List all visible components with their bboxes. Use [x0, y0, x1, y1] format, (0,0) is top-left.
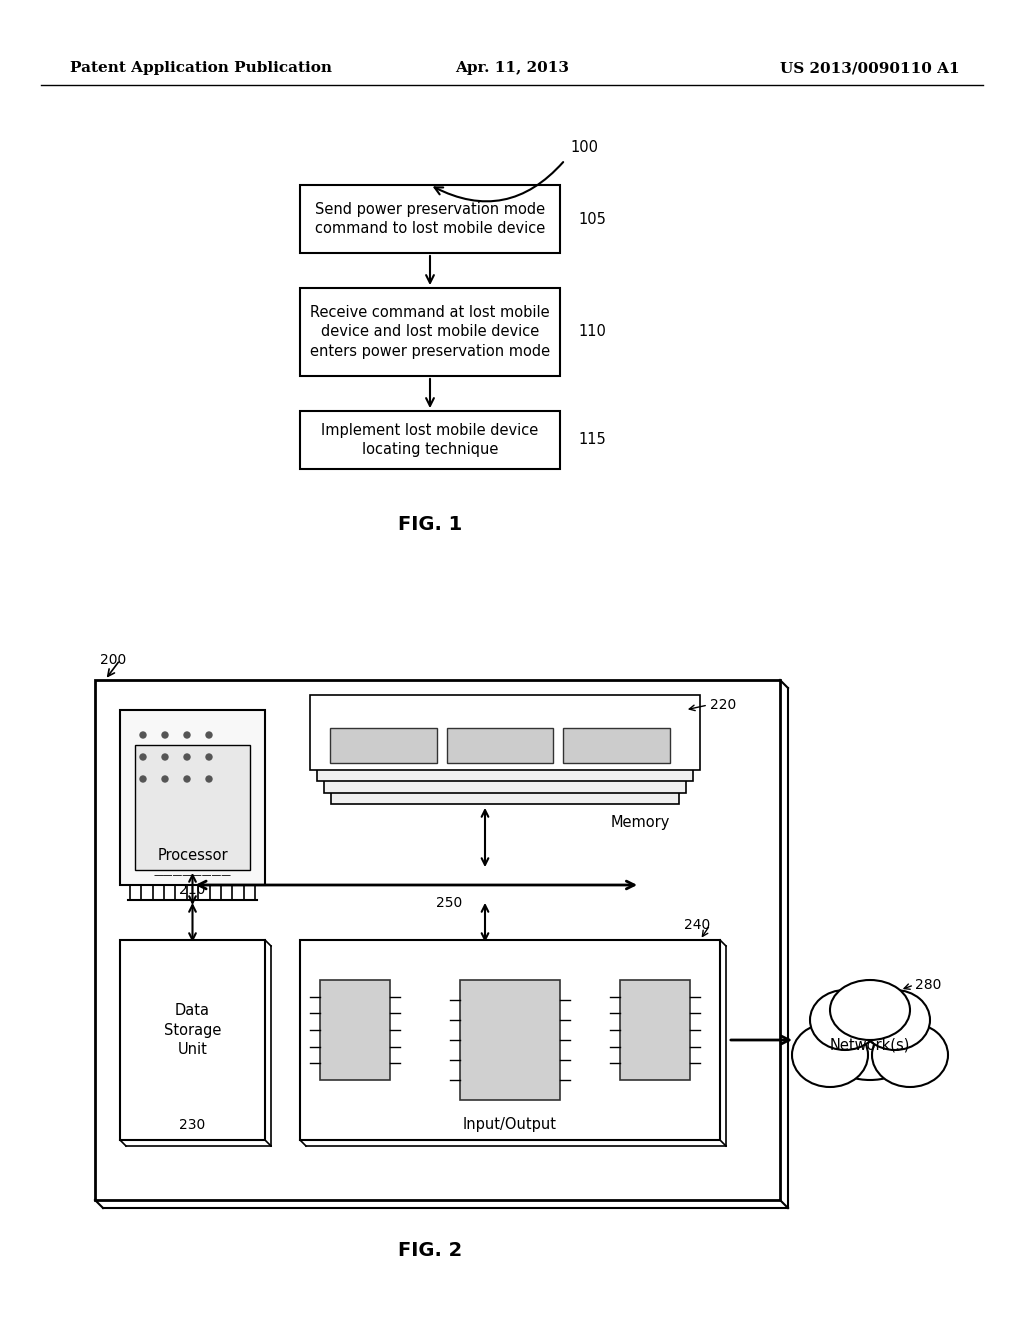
- Text: 220: 220: [710, 698, 736, 711]
- Text: Processor: Processor: [158, 847, 227, 862]
- Circle shape: [162, 733, 168, 738]
- Text: Send power preservation mode
command to lost mobile device: Send power preservation mode command to …: [314, 202, 545, 236]
- FancyBboxPatch shape: [120, 710, 265, 884]
- Text: 115: 115: [578, 433, 606, 447]
- Ellipse shape: [860, 990, 930, 1049]
- Text: Receive command at lost mobile
device and lost mobile device
enters power preser: Receive command at lost mobile device an…: [310, 305, 550, 359]
- Circle shape: [162, 776, 168, 781]
- FancyBboxPatch shape: [324, 718, 686, 792]
- Ellipse shape: [830, 979, 910, 1040]
- Text: ————————: ————————: [154, 870, 231, 880]
- Text: Apr. 11, 2013: Apr. 11, 2013: [455, 61, 569, 75]
- Text: 105: 105: [578, 211, 606, 227]
- Text: FIG. 1: FIG. 1: [398, 515, 462, 533]
- Text: 110: 110: [578, 325, 606, 339]
- FancyBboxPatch shape: [563, 729, 670, 763]
- Ellipse shape: [810, 990, 880, 1049]
- Text: Network(s): Network(s): [829, 1038, 910, 1052]
- Text: 210: 210: [179, 883, 206, 898]
- FancyBboxPatch shape: [310, 696, 700, 770]
- Text: Patent Application Publication: Patent Application Publication: [70, 61, 332, 75]
- Circle shape: [184, 754, 190, 760]
- Ellipse shape: [792, 1023, 868, 1086]
- FancyBboxPatch shape: [300, 288, 560, 376]
- FancyBboxPatch shape: [317, 706, 693, 781]
- Circle shape: [140, 776, 146, 781]
- Text: 240: 240: [684, 917, 710, 932]
- FancyBboxPatch shape: [300, 411, 560, 469]
- Ellipse shape: [872, 1023, 948, 1086]
- Text: FIG. 2: FIG. 2: [398, 1241, 462, 1259]
- Circle shape: [162, 754, 168, 760]
- Circle shape: [206, 754, 212, 760]
- Circle shape: [184, 776, 190, 781]
- FancyBboxPatch shape: [620, 979, 690, 1080]
- Circle shape: [140, 754, 146, 760]
- Text: Data
Storage
Unit: Data Storage Unit: [164, 1003, 221, 1057]
- Text: 230: 230: [179, 1118, 206, 1133]
- Text: 100: 100: [570, 140, 598, 156]
- FancyBboxPatch shape: [460, 979, 560, 1100]
- FancyBboxPatch shape: [120, 940, 265, 1140]
- FancyBboxPatch shape: [300, 185, 560, 253]
- Circle shape: [184, 733, 190, 738]
- Circle shape: [140, 733, 146, 738]
- Text: 250: 250: [436, 896, 463, 909]
- FancyBboxPatch shape: [331, 729, 679, 804]
- FancyBboxPatch shape: [446, 729, 553, 763]
- Text: Input/Output: Input/Output: [463, 1118, 557, 1133]
- Circle shape: [206, 733, 212, 738]
- FancyBboxPatch shape: [319, 979, 390, 1080]
- Circle shape: [206, 776, 212, 781]
- Text: Memory: Memory: [610, 814, 670, 830]
- Text: 200: 200: [100, 653, 126, 667]
- Ellipse shape: [818, 1001, 922, 1080]
- Text: Implement lost mobile device
locating technique: Implement lost mobile device locating te…: [322, 422, 539, 458]
- FancyBboxPatch shape: [95, 680, 780, 1200]
- FancyBboxPatch shape: [330, 729, 436, 763]
- FancyBboxPatch shape: [300, 940, 720, 1140]
- Text: US 2013/0090110 A1: US 2013/0090110 A1: [780, 61, 961, 75]
- FancyBboxPatch shape: [135, 744, 250, 870]
- Text: 280: 280: [915, 978, 941, 993]
